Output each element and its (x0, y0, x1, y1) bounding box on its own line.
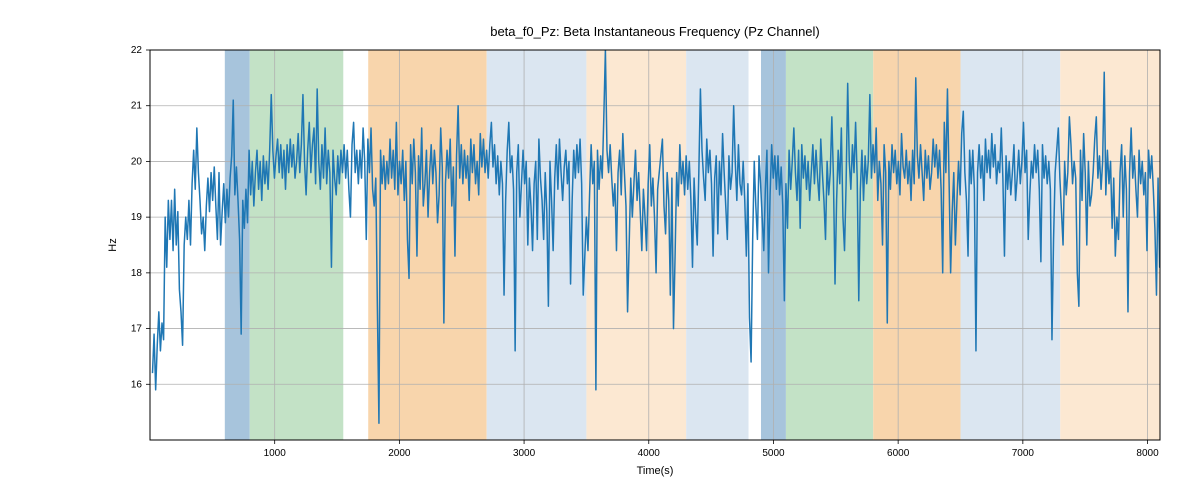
chart-svg: 1000 2000 3000 4000 5000 6000 7000 8000 16 17 18 19… (0, 0, 1200, 500)
chart-container: 1000 2000 3000 4000 5000 6000 7000 8000 16 17 18 19… (0, 0, 1200, 500)
band (1060, 50, 1160, 440)
xtick-label: 5000 (762, 448, 785, 459)
ytick-label: 16 (131, 379, 143, 390)
ylabel: Hz (107, 238, 119, 251)
ytick-label: 20 (131, 156, 143, 167)
ytick-label: 22 (131, 45, 143, 56)
xtick-label: 2000 (388, 448, 411, 459)
xlabel: Time(s) (637, 465, 674, 477)
xtick-label: 1000 (264, 448, 287, 459)
ytick-label: 17 (131, 324, 143, 335)
ytick-label: 19 (131, 212, 143, 223)
xtick-label: 8000 (1136, 448, 1159, 459)
band (686, 50, 748, 440)
ytick-label: 18 (131, 268, 143, 279)
xtick-label: 7000 (1012, 448, 1035, 459)
chart-title: beta_f0_Pz: Beta Instantaneous Frequency… (490, 24, 820, 39)
xtick-label: 3000 (513, 448, 536, 459)
band (368, 50, 486, 440)
band (225, 50, 250, 440)
xtick-label: 4000 (638, 448, 661, 459)
band (250, 50, 344, 440)
xtick-label: 6000 (887, 448, 910, 459)
ytick-label: 21 (131, 101, 143, 112)
